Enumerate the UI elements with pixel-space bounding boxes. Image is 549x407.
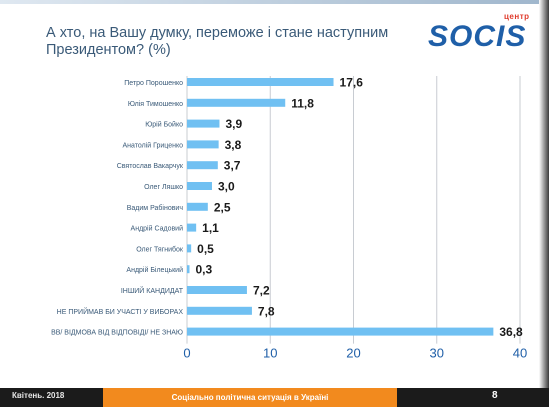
value-label: 3,8	[225, 138, 242, 152]
category-label: Вадим Рабінович	[127, 204, 184, 212]
category-label: Петро Порошенко	[124, 80, 183, 87]
footer-bar: Квітень. 2018 Соціально політична ситуац…	[0, 388, 549, 407]
bar	[187, 265, 190, 274]
x-tick-label: 30	[430, 346, 444, 361]
category-label: Святослав Вакарчук	[117, 163, 184, 170]
bar	[187, 327, 494, 336]
value-label: 7,2	[253, 284, 270, 298]
category-label: ІНШИЙ КАНДИДАТ	[121, 286, 184, 295]
category-label: ВВ/ ВІДМОВА ВІД ВІДПОВІДІ/ НЕ ЗНАЮ	[51, 330, 183, 337]
bar	[187, 223, 197, 232]
bar	[187, 98, 286, 107]
category-label: Андрій Садовий	[131, 225, 184, 233]
footer-date: Квітень. 2018	[12, 391, 65, 400]
value-label: 11,8	[291, 96, 314, 110]
category-label: Анатолій Гриценко	[122, 141, 183, 149]
socis-logo: центр SOCIS	[428, 12, 538, 56]
bar	[187, 244, 192, 253]
bar	[187, 119, 220, 128]
x-tick-label: 0	[183, 346, 190, 361]
top-rule	[0, 0, 549, 4]
category-label: Юлія Тимошенко	[128, 100, 183, 108]
bar	[187, 306, 252, 315]
x-tick-label: 20	[346, 346, 360, 361]
x-tick-label: 40	[513, 346, 527, 361]
value-label: 2,5	[214, 200, 231, 214]
bar	[187, 78, 334, 86]
value-label: 3,0	[218, 180, 235, 194]
value-label: 1,1	[202, 221, 219, 235]
footer-subject: Соціально політична ситуація в Україні	[103, 388, 397, 407]
category-label: НЕ ПРИЙМАВ БИ УЧАСТІ У ВИБОРАХ	[57, 307, 184, 316]
bar	[187, 286, 247, 294]
value-label: 7,8	[258, 304, 275, 318]
category-label: Андрій Білецький	[126, 266, 183, 274]
value-label: 36,8	[499, 325, 523, 339]
page-title: А хто, на Вашу думку, переможе і стане н…	[46, 25, 389, 58]
value-label: 17,6	[340, 76, 364, 90]
bar	[187, 161, 218, 170]
value-label: 0,5	[197, 242, 214, 256]
bar	[187, 202, 208, 211]
bar	[187, 140, 219, 149]
value-label: 3,7	[224, 159, 241, 173]
logo-caption: центр	[504, 12, 530, 21]
category-label: Олег Тягнибок	[136, 245, 184, 253]
logo-wordmark: SOCIS	[428, 20, 527, 53]
bar	[187, 182, 212, 190]
category-label: Олег Ляшко	[144, 184, 183, 191]
category-label: Юрій Бойко	[145, 121, 183, 129]
page-number: 8	[492, 390, 498, 401]
x-tick-label: 10	[263, 346, 277, 361]
value-label: 0,3	[195, 263, 212, 277]
bar-chart: 0 10 20 30 40 Петро Порошенко 17,6 Юлія Тимошен…	[51, 76, 527, 361]
frame-shadow	[539, 0, 549, 407]
value-label: 3,9	[225, 117, 242, 131]
